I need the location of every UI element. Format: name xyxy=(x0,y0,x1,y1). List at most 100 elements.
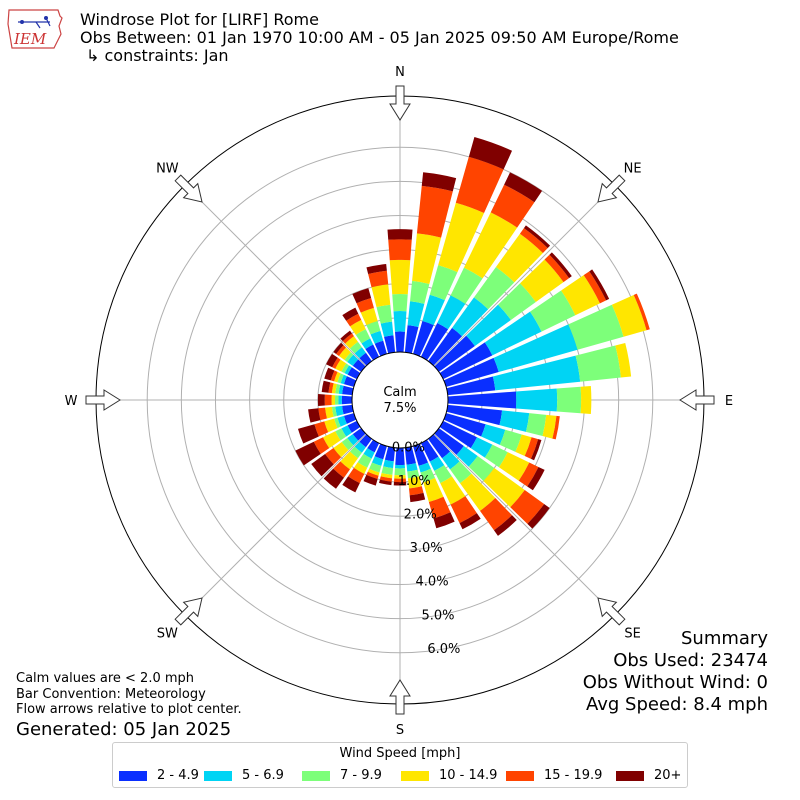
wind-bar-segment xyxy=(568,304,624,350)
wind-bar-segment xyxy=(433,512,455,529)
wind-bar-segment xyxy=(308,408,321,423)
wind-bar-segment xyxy=(314,421,329,437)
compass-label: E xyxy=(725,394,733,409)
windrose-chart: Calm 7.5% 0.0% 1.0% 2.0% 3.0% 4.0% 5.0% 6.0% N N… xyxy=(65,65,734,738)
wind-bar-segment xyxy=(452,297,489,337)
wind-bar-segment xyxy=(455,156,504,214)
wind-bar-segment xyxy=(387,229,413,240)
radial-tick-label: 3.0% xyxy=(410,541,443,556)
wind-bar-segment xyxy=(459,513,481,530)
wind-bar-segment xyxy=(342,307,359,321)
compass-label: SW xyxy=(157,627,178,642)
legend-item: 2 - 4.9 xyxy=(119,768,199,783)
wind-bar-segment xyxy=(347,434,359,446)
wind-bar-segment xyxy=(542,414,557,439)
wind-bar-segment xyxy=(434,335,475,372)
wind-bar-segment xyxy=(407,301,425,327)
spoke-gridline xyxy=(184,184,401,401)
compass-label: SE xyxy=(624,627,640,642)
legend-swatch xyxy=(119,770,147,781)
wind-bar-segment xyxy=(341,363,350,374)
wind-bar-segment xyxy=(317,393,325,407)
wind-bar-segment xyxy=(530,439,542,461)
wind-bar-segment xyxy=(474,266,515,310)
wind-bar-segment xyxy=(334,417,341,429)
wind-bar-segment xyxy=(479,498,512,531)
wind-bar-segment xyxy=(295,441,321,466)
wind-bar-segment xyxy=(363,448,375,459)
wind-bar-segment xyxy=(371,456,384,466)
wind-bar-segment xyxy=(352,359,366,372)
legend-swatch xyxy=(401,770,429,781)
spoke-gridline xyxy=(399,184,616,401)
wind-bar-segment xyxy=(633,293,650,331)
flow-arrow-shape xyxy=(85,389,121,411)
wind-bar-segment xyxy=(380,321,394,337)
wind-bar-segment xyxy=(363,474,378,486)
legend-label: 15 - 19.9 xyxy=(544,768,603,783)
wind-bar-segment xyxy=(352,288,372,304)
wind-bar-segment xyxy=(360,307,378,326)
legend-label: 20+ xyxy=(654,768,682,783)
flow-arrow-shape xyxy=(389,679,411,715)
wind-bar-segment xyxy=(335,405,344,416)
wind-bar-segment xyxy=(384,446,396,462)
flow-arrow-icon xyxy=(597,174,626,203)
wind-bar-segment xyxy=(336,345,347,356)
wind-bar-segment xyxy=(556,386,582,414)
wind-bar-segment xyxy=(481,424,506,445)
generated-date: Generated: 05 Jan 2025 xyxy=(16,719,232,740)
wind-bar-segment xyxy=(380,473,393,479)
wind-bar-segment xyxy=(324,418,338,433)
compass-label: W xyxy=(65,394,78,409)
wind-bar-segment xyxy=(422,294,445,326)
wind-bar-segment xyxy=(384,335,396,354)
wind-bar-segment xyxy=(342,476,360,493)
legend-item: 15 - 19.9 xyxy=(506,768,602,783)
wind-bar-segment xyxy=(359,434,372,448)
legend-item: 5 - 6.9 xyxy=(204,768,284,783)
wind-bar-segment xyxy=(493,324,578,373)
wind-bar-segment xyxy=(354,347,366,359)
wind-bar-segment xyxy=(324,367,335,381)
flow-arrow-shape xyxy=(597,174,626,203)
wind-bar-segment xyxy=(356,297,374,313)
wind-bar-segment xyxy=(349,446,362,459)
radial-tick-label: 5.0% xyxy=(421,608,454,623)
compass-label: NW xyxy=(156,161,179,176)
radial-tick-label: 2.0% xyxy=(404,508,437,523)
wind-bar-segment xyxy=(530,290,576,332)
legend-item: 10 - 14.9 xyxy=(401,768,497,783)
summary-heading: Summary xyxy=(681,628,768,649)
wind-bar-segment xyxy=(420,468,436,483)
constraints-text: ↳ constraints: Jan xyxy=(86,46,229,65)
wind-bar-segment xyxy=(440,476,466,505)
wind-bar-segment xyxy=(409,492,426,503)
bar-convention-note: Bar Convention: Meteorology xyxy=(16,686,206,702)
wind-bar-segment xyxy=(468,456,495,482)
wind-bar-segment xyxy=(365,344,380,361)
wind-bar-segment xyxy=(611,294,647,337)
wind-bar-segment xyxy=(343,376,357,387)
wind-bar-segment xyxy=(333,442,349,458)
wind-bar-segment xyxy=(499,410,530,432)
wind-bar-segment xyxy=(493,515,517,536)
wind-bar-segment xyxy=(342,404,354,415)
wind-bar-segment xyxy=(394,468,406,476)
wind-bar-segment xyxy=(367,439,380,453)
wind-bar-segment xyxy=(333,342,344,354)
wind-bar-segment xyxy=(353,462,368,474)
wind-bar-segment xyxy=(495,233,543,283)
wind-bar-segment xyxy=(366,471,379,480)
wind-bar-segment xyxy=(330,370,338,382)
wind-bar-segment xyxy=(366,263,387,275)
wind-bar-segment xyxy=(527,503,550,529)
wind-bar-segment xyxy=(421,172,457,192)
wind-bar-segment xyxy=(340,451,358,470)
wind-bar-segment xyxy=(354,441,366,453)
legend-item: 20+ xyxy=(616,768,681,783)
wind-bar-segment xyxy=(389,259,411,295)
wind-bar-segment xyxy=(412,233,442,284)
flow-arrow-shape xyxy=(389,85,411,121)
chart-subtitle: Obs Between: 01 Jan 1970 10:00 AM - 05 J… xyxy=(80,28,679,47)
